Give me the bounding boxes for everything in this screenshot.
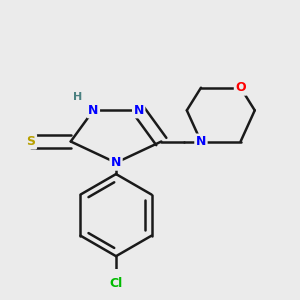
Text: N: N <box>196 135 206 148</box>
Text: N: N <box>88 104 99 117</box>
Text: N: N <box>134 104 144 117</box>
Text: S: S <box>27 135 36 148</box>
Text: O: O <box>235 81 246 94</box>
Text: N: N <box>111 156 121 169</box>
Text: H: H <box>73 92 83 102</box>
Text: Cl: Cl <box>110 277 123 290</box>
